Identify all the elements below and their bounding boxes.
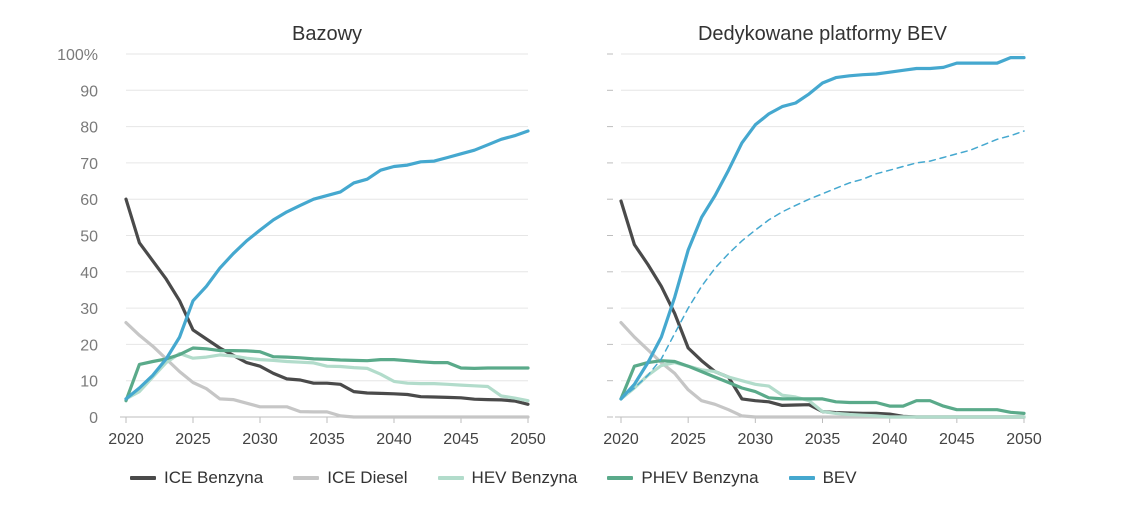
legend-swatch-bev (788, 476, 815, 480)
panel-1-x-tick-label-2025: 2025 (175, 431, 211, 448)
panel-1-y-tick-label-100: 100% (57, 47, 98, 64)
panel-2-x-tick-label-2050: 2050 (1006, 431, 1042, 448)
legend-swatch-hev-benzyna (437, 476, 464, 480)
legend-label-ice-diesel: ICE Diesel (327, 468, 408, 487)
panel-1-x-tick-label-2030: 2030 (242, 431, 278, 448)
panel-1-y-tick-label-50: 50 (80, 229, 98, 246)
panel-2-title: Dedykowane platformy BEV (698, 23, 948, 45)
panel-2-series-ice-benzyna (619, 199, 1026, 419)
legend-swatch-phev-benzyna (607, 476, 634, 480)
panel-2-series-phev-benzyna (619, 359, 1026, 415)
panel-1-y-tick-label-40: 40 (80, 265, 98, 282)
chart-legend: ICE Benzyna ICE Diesel HEV Benzyna PHEV … (130, 468, 887, 488)
legend-swatch-ice-benzyna (130, 476, 156, 480)
legend-item-ice-benzyna: ICE Benzyna (130, 468, 263, 488)
panel-1-title: Bazowy (292, 23, 362, 45)
panel-1-x-tick-label-2045: 2045 (443, 431, 479, 448)
panel-1-x-tick-label-2035: 2035 (309, 431, 345, 448)
legend-swatch-ice-diesel (293, 476, 320, 480)
panel-1-y-tick-label-80: 80 (80, 120, 98, 137)
legend-item-hev-benzyna: HEV Benzyna (437, 468, 578, 488)
panel-1-series-bev (124, 129, 530, 401)
panel-2-series-ice-diesel (619, 321, 1026, 419)
legend-item-phev-benzyna: PHEV Benzyna (607, 468, 759, 488)
panel-1-series-ice-diesel (124, 321, 530, 419)
legend-label-phev-benzyna: PHEV Benzyna (641, 468, 759, 487)
legend-item-bev: BEV (788, 468, 857, 488)
panel-2-series-bev (619, 55, 1026, 401)
panel-2-x-tick-label-2040: 2040 (872, 431, 908, 448)
panel-2-x-tick-label-2030: 2030 (738, 431, 774, 448)
legend-label-bev: BEV (822, 468, 857, 487)
panel-2-series-bev-dashed (620, 130, 1025, 400)
panel-1-y-tick-label-0: 0 (89, 410, 98, 427)
panel-2-x-tick-label-2035: 2035 (805, 431, 841, 448)
panel-1-series-hev-benzyna (124, 351, 530, 403)
panel-1-y-tick-label-20: 20 (80, 337, 98, 354)
panel-1-x-tick-label-2050: 2050 (510, 431, 546, 448)
panel-2-x-tick-label-2025: 2025 (670, 431, 706, 448)
panel-1-y-tick-label-90: 90 (80, 83, 98, 100)
legend-item-ice-diesel: ICE Diesel (293, 468, 408, 488)
panel-1-series-ice-benzyna (124, 197, 530, 406)
panel-1-y-tick-label-30: 30 (80, 301, 98, 318)
panel-2-x-tick-label-2045: 2045 (939, 431, 975, 448)
panel-1-y-tick-label-60: 60 (80, 192, 98, 209)
legend-label-ice-benzyna: ICE Benzyna (164, 468, 264, 487)
panel-1-y-tick-label-70: 70 (80, 156, 98, 173)
panel-1-y-tick-label-10: 10 (80, 374, 98, 391)
panel-1-x-tick-label-2040: 2040 (376, 431, 412, 448)
panel-1-series-phev-benzyna (124, 346, 530, 403)
panel-2-x-tick-label-2020: 2020 (603, 431, 639, 448)
legend-label-hev-benzyna: HEV Benzyna (471, 468, 578, 487)
panel-1-x-tick-label-2020: 2020 (108, 431, 144, 448)
panel-2-series-hev-benzyna (619, 361, 1026, 419)
